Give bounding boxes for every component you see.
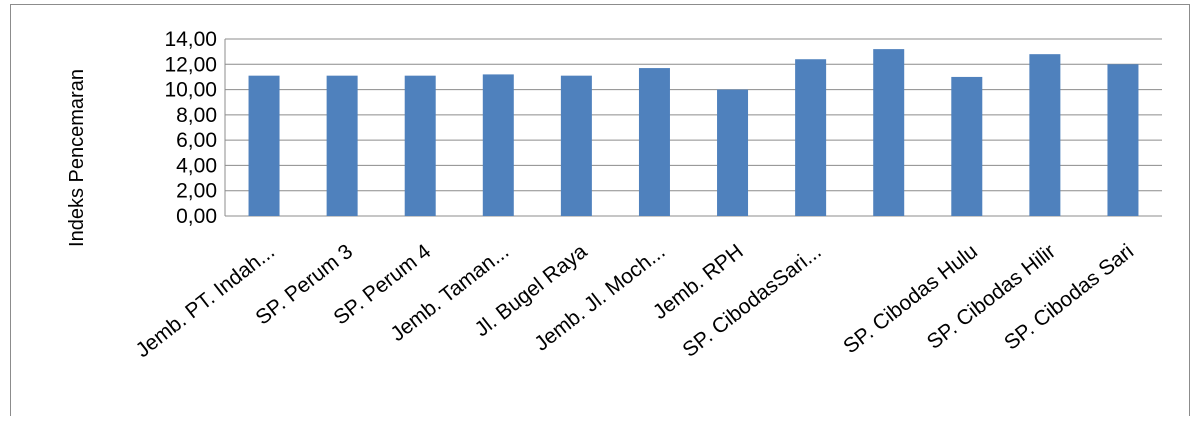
bar: [951, 76, 983, 216]
y-tick-label: 4,00: [176, 154, 217, 177]
x-tick-label: SP. Cibodas Hulu: [839, 240, 982, 359]
bar: [560, 75, 592, 217]
bar: [795, 59, 827, 216]
x-tick-label: Jemb. Jl. Moch...: [530, 240, 669, 356]
x-tick-label: Jemb. PT. Indah...: [132, 240, 280, 362]
y-tick-label: 14,00: [164, 28, 217, 51]
bar: [1029, 54, 1061, 216]
y-tick-label: 8,00: [176, 104, 217, 127]
chart-frame: [10, 4, 1190, 416]
x-tick-label: SP. Cibodas Hilir: [923, 240, 1060, 354]
y-tick-label: 6,00: [176, 129, 217, 152]
bar: [873, 49, 905, 216]
x-tick-labels: Jemb. PT. Indah...SP. Perum 3SP. Perum 4…: [132, 240, 1138, 363]
y-tick-label: 10,00: [164, 79, 217, 102]
y-tick-label: 12,00: [164, 53, 217, 76]
bar: [638, 68, 670, 216]
gridlines: [224, 38, 1162, 217]
bar: [404, 75, 436, 217]
x-tick-label: SP. Cibodas Sari: [1000, 240, 1138, 355]
bar: [248, 75, 280, 217]
bar: [717, 89, 749, 216]
y-axis-label: Indeks Pencemaran: [66, 69, 88, 247]
y-tick-label: 0,00: [176, 205, 217, 228]
y-tick-label: 2,00: [176, 180, 217, 203]
x-tick-label: SP. CibodasSari...: [678, 240, 825, 362]
bar: [482, 74, 514, 217]
bar: [1107, 64, 1139, 217]
bars: [248, 49, 1139, 217]
bar: [326, 75, 358, 217]
